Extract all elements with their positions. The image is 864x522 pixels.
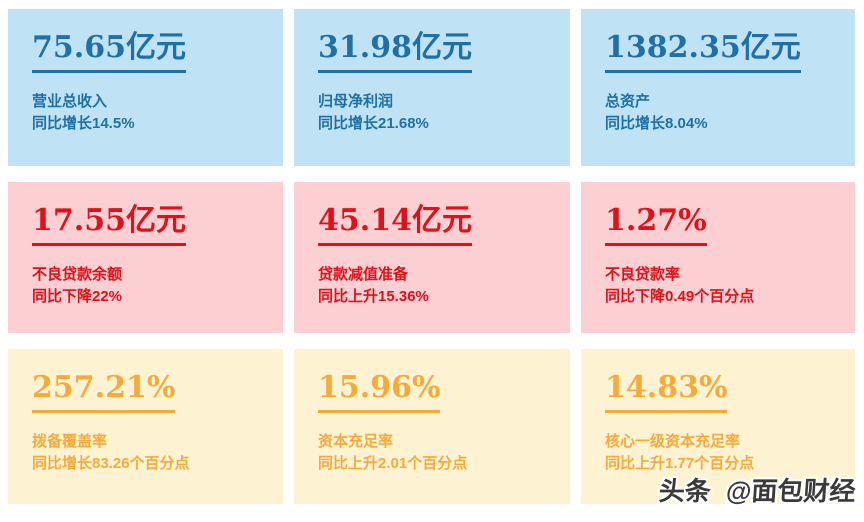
- metric-texts: 拨备覆盖率 同比增长83.26个百分点: [32, 431, 259, 475]
- metric-value: 1382.35亿元: [605, 31, 801, 73]
- metric-texts: 总资产 同比增长8.04%: [605, 91, 831, 135]
- metric-value: 45.14亿元: [318, 204, 472, 246]
- metric-name: 核心一级资本充足率: [605, 433, 741, 450]
- watermark-toutiao-mianbao-caijing: 头条 @面包财经: [658, 471, 857, 508]
- metric-yoy-change: 同比增长8.04%: [605, 115, 708, 132]
- metric-yoy-change: 同比增长21.68%: [318, 115, 429, 132]
- kpi-card-npl-balance: 17.55亿元 不良贷款余额 同比下降22%: [8, 182, 283, 333]
- kpi-card-core-tier1-capital-ratio: 14.83% 核心一级资本充足率 同比上升1.77个百分点: [581, 349, 855, 504]
- metric-value: 15.96%: [318, 371, 441, 413]
- metric-value: 257.21%: [32, 371, 176, 413]
- metric-value: 14.83%: [605, 371, 728, 413]
- metric-name: 不良贷款余额: [32, 266, 123, 283]
- kpi-card-provision-coverage-ratio: 257.21% 拨备覆盖率 同比增长83.26个百分点: [8, 349, 283, 504]
- metric-value: 17.55亿元: [32, 204, 186, 246]
- metric-yoy-change: 同比上升1.77个百分点: [605, 455, 755, 472]
- metric-yoy-change: 同比上升2.01个百分点: [318, 455, 468, 472]
- metric-value: 1.27%: [605, 204, 707, 246]
- kpi-board: 75.65亿元 营业总收入 同比增长14.5% 31.98亿元 归母净利润 同比…: [8, 9, 856, 504]
- watermark-account-handle: @面包财经: [725, 476, 857, 506]
- toutiao-logo-text: 头条: [658, 476, 713, 506]
- metric-texts: 不良贷款余额 同比下降22%: [32, 264, 259, 308]
- metric-name: 拨备覆盖率: [32, 433, 108, 450]
- kpi-card-net-profit-attributable: 31.98亿元 归母净利润 同比增长21.68%: [294, 9, 570, 166]
- metric-name: 总资产: [605, 93, 651, 110]
- kpi-card-total-assets: 1382.35亿元 总资产 同比增长8.04%: [581, 9, 855, 166]
- kpi-card-loan-impairment-provision: 45.14亿元 贷款减值准备 同比上升15.36%: [294, 182, 570, 333]
- metric-yoy-change: 同比增长83.26个百分点: [32, 455, 190, 472]
- kpi-card-npl-ratio: 1.27% 不良贷款率 同比下降0.49个百分点: [581, 182, 855, 333]
- metric-yoy-change: 同比下降0.49个百分点: [605, 288, 755, 305]
- metric-texts: 资本充足率 同比上升2.01个百分点: [318, 431, 546, 475]
- metric-texts: 归母净利润 同比增长21.68%: [318, 91, 546, 135]
- kpi-card-capital-adequacy-ratio: 15.96% 资本充足率 同比上升2.01个百分点: [294, 349, 570, 504]
- metric-name: 归母净利润: [318, 93, 394, 110]
- metric-yoy-change: 同比下降22%: [32, 288, 123, 305]
- metric-yoy-change: 同比上升15.36%: [318, 288, 429, 305]
- metric-value: 31.98亿元: [318, 31, 472, 73]
- metric-texts: 营业总收入 同比增长14.5%: [32, 91, 259, 135]
- metric-name: 贷款减值准备: [318, 266, 409, 283]
- metric-texts: 贷款减值准备 同比上升15.36%: [318, 264, 546, 308]
- metric-name: 不良贷款率: [605, 266, 681, 283]
- metric-value: 75.65亿元: [32, 31, 186, 73]
- metric-texts: 不良贷款率 同比下降0.49个百分点: [605, 264, 831, 308]
- metric-name: 资本充足率: [318, 433, 394, 450]
- metric-texts: 核心一级资本充足率 同比上升1.77个百分点: [605, 431, 831, 475]
- metric-name: 营业总收入: [32, 93, 108, 110]
- kpi-card-total-revenue: 75.65亿元 营业总收入 同比增长14.5%: [8, 9, 283, 166]
- metric-yoy-change: 同比增长14.5%: [32, 115, 135, 132]
